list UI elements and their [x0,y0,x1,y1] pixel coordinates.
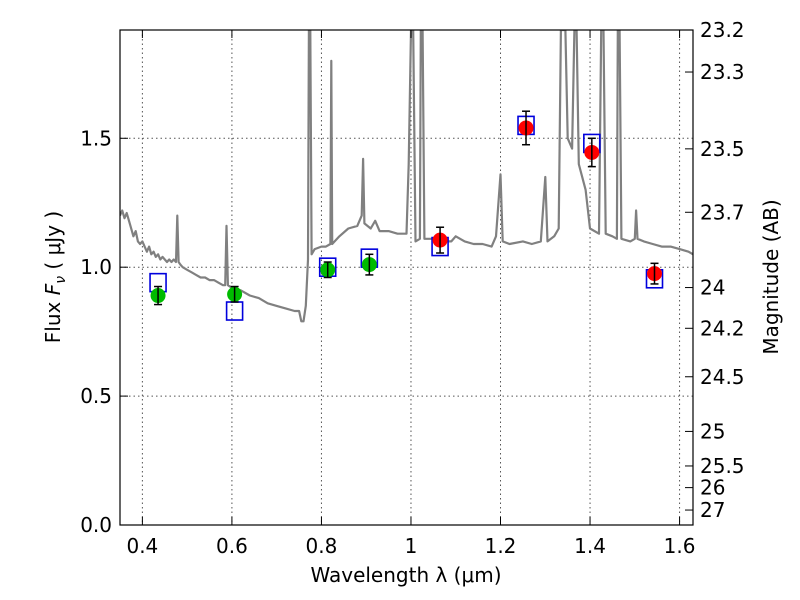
data-layer [120,30,693,323]
y-axis-title-subscript: ν [53,276,69,284]
x-axis-title: Wavelength λ (μm) [310,563,501,587]
y-tick-label: 0.5 [80,384,112,408]
y-axis-title-prefix: Flux [41,295,65,343]
y-tick-label: 0.0 [80,513,112,537]
x-tick-label: 1.6 [664,534,696,558]
magnitude-tick-label: 23.5 [700,137,745,161]
magnitude-tick-label: 23.2 [700,18,745,42]
y-tick-label: 1.5 [80,126,112,150]
magnitude-tick-label: 26 [700,476,725,500]
magnitude-tick-label: 24.5 [700,365,745,389]
plot-frame [119,29,694,526]
x-tick-label: 1.4 [574,534,606,558]
y-axis-title-symbol: F [41,283,65,295]
x-tick-label: 1.2 [485,534,517,558]
x-tick-label: 0.6 [216,534,248,558]
magnitude-tick-label: 24.2 [700,316,745,340]
magnitude-tick-label: 24 [700,276,725,300]
magnitude-tick-label: 23.7 [700,200,745,224]
magnitude-tick-label: 23.3 [700,60,745,84]
magnitude-tick-label: 27 [700,498,725,522]
x-tick-label: 1 [405,534,418,558]
y-axis-title-suffix: ( μJy ) [41,211,65,276]
x-tick-label: 0.4 [126,534,158,558]
x-tick-label: 0.8 [306,534,338,558]
model-spectrum-line [120,30,693,323]
magnitude-tick-label: 25.5 [700,454,745,478]
tick-layer: 0.4 0.6 0.8 1 1.2 1.4 1.6 0.0 0.5 1.0 1.5 23.2 23.3 2… [80,18,744,558]
magnitude-tick-label: 25 [700,419,725,443]
y-tick-label: 1.0 [80,255,112,279]
y-axis-title: Flux Fν ( μJy ) [41,211,69,343]
grid-layer [120,30,693,525]
right-axis-title: Magnitude (AB) [759,199,783,354]
